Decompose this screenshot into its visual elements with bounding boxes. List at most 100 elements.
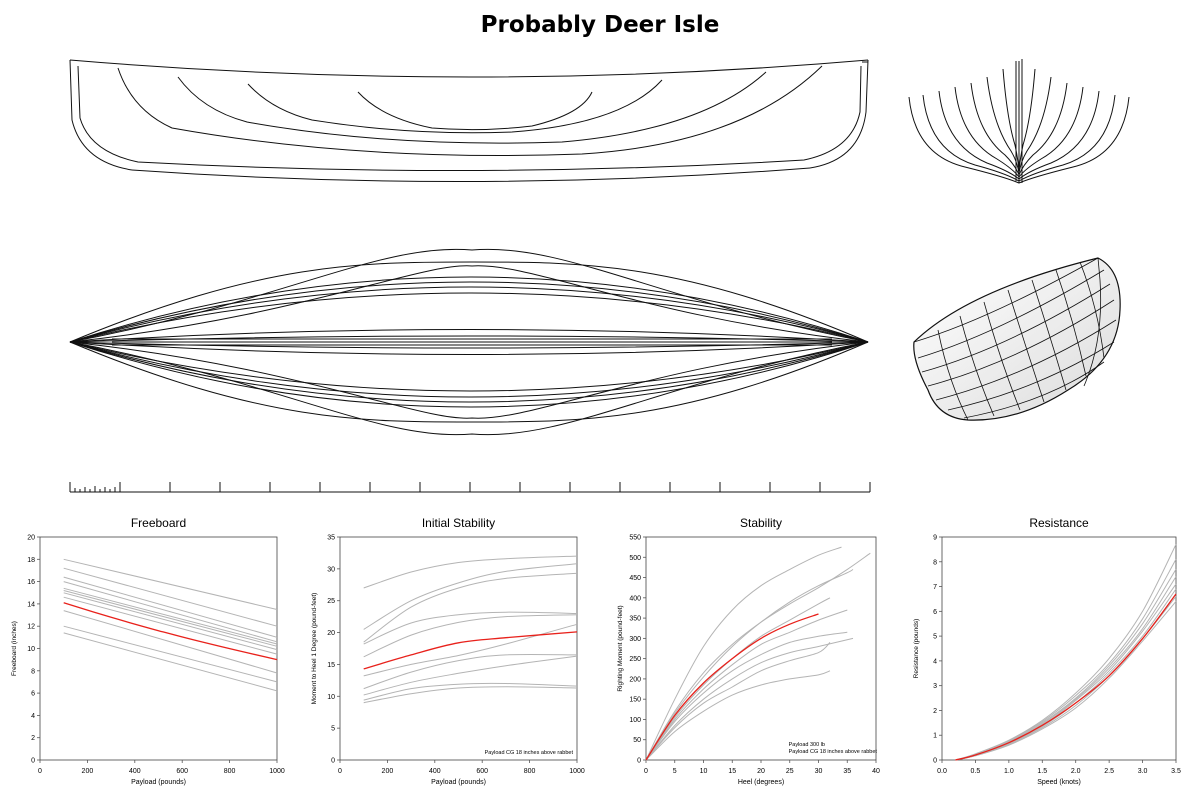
chart-annotation: Payload CG 18 inches above rabbet — [789, 749, 878, 755]
highlight-series-line — [645, 613, 819, 761]
profile-view — [69, 59, 869, 183]
y-tick-label: 4 — [31, 713, 35, 720]
x-axis-label: Speed (knots) — [1037, 779, 1081, 786]
y-tick-label: 30 — [327, 566, 335, 573]
chart-resistance: Resistance 0.0 0.5 1.0 1.5 2.0 2.5 3.0 3.5 0 1 2 3 4 5… — [913, 516, 1181, 786]
x-tick-label: 200 — [382, 768, 394, 775]
x-tick-label: 200 — [82, 768, 94, 775]
x-axis-label: Payload (pounds) — [131, 779, 186, 786]
x-tick-label: 800 — [224, 768, 236, 775]
y-tick-label: 9 — [933, 535, 937, 542]
comparison-series-line — [363, 572, 578, 643]
y-tick-label: 25 — [327, 598, 335, 605]
y-tick-label: 20 — [27, 535, 35, 542]
y-tick-label: 5 — [331, 726, 335, 733]
x-tick-label: 1000 — [569, 768, 585, 775]
comparison-series-line — [63, 576, 278, 638]
comparison-series-line — [645, 597, 831, 761]
chart-initial-stability: Initial Stability 0 200 400 600 800 1000 0 5 10 15… — [311, 516, 585, 786]
y-tick-label: 10 — [27, 646, 35, 653]
y-tick-label: 50 — [633, 737, 641, 744]
comparison-series-line — [363, 611, 578, 645]
x-tick-label: 1000 — [269, 768, 285, 775]
comparison-series-line — [955, 601, 1177, 761]
chart-title: Freeboard — [131, 516, 186, 530]
x-tick-label: 40 — [872, 768, 880, 775]
x-tick-label: 0.5 — [971, 768, 981, 775]
x-tick-label: 30 — [815, 768, 823, 775]
x-tick-label: 0.0 — [937, 768, 947, 775]
x-tick-label: 2.0 — [1071, 768, 1081, 775]
chart-title: Initial Stability — [422, 516, 495, 530]
comparison-series-line — [63, 567, 278, 627]
y-tick-label: 8 — [31, 668, 35, 675]
y-tick-label: 0 — [933, 758, 937, 765]
y-tick-label: 14 — [27, 601, 35, 608]
chart-title: Stability — [740, 516, 782, 530]
x-tick-label: 3.0 — [1138, 768, 1148, 775]
y-axis-label: Freeboard (inches) — [11, 621, 18, 676]
y-axis-label: Righting Moment (pound-feet) — [617, 605, 624, 691]
chart-title: Resistance — [1029, 516, 1089, 530]
comparison-series-line — [63, 632, 278, 692]
scale-bar — [69, 482, 871, 493]
page-title: Probably Deer Isle — [480, 12, 720, 38]
y-tick-label: 100 — [629, 717, 641, 724]
comparison-series-line — [363, 623, 578, 677]
x-tick-label: 600 — [476, 768, 488, 775]
y-tick-label: 2 — [933, 708, 937, 715]
y-tick-label: 300 — [629, 636, 641, 643]
y-tick-label: 1 — [933, 733, 937, 740]
y-tick-label: 3 — [933, 683, 937, 690]
comparison-series-line — [645, 670, 831, 761]
comparison-series-line — [363, 682, 578, 701]
comparison-series-line — [63, 558, 278, 610]
comparison-series-line — [363, 563, 578, 630]
y-tick-label: 6 — [933, 609, 937, 616]
x-tick-label: 600 — [176, 768, 188, 775]
comparison-series-line — [645, 637, 854, 761]
comparison-series-line — [63, 610, 278, 674]
comparison-series-line — [63, 590, 278, 647]
y-tick-label: 35 — [327, 535, 335, 542]
chart-annotation: Payload CG 18 inches above rabbet — [485, 750, 574, 756]
comparison-series-line — [363, 653, 578, 690]
x-axis-label: Heel (degrees) — [738, 779, 784, 786]
x-tick-label: 400 — [429, 768, 441, 775]
y-axis-label: Resistance (pounds) — [913, 619, 920, 679]
y-tick-label: 4 — [933, 658, 937, 665]
x-tick-label: 5 — [673, 768, 677, 775]
y-tick-label: 400 — [629, 595, 641, 602]
chart-freeboard: Freeboard 0 200 400 600 800 1000 0 2 4 6 8 10 12 14 16 1… — [11, 516, 285, 786]
y-tick-label: 7 — [933, 584, 937, 591]
y-tick-label: 150 — [629, 697, 641, 704]
comparison-series-line — [645, 631, 848, 761]
y-tick-label: 10 — [327, 694, 335, 701]
y-tick-label: 550 — [629, 535, 641, 542]
comparison-series-line — [63, 587, 278, 645]
y-axis-label: Moment to Heel 1 Degree (pound-feet) — [311, 593, 318, 705]
highlight-series-line — [63, 602, 278, 661]
x-tick-label: 3.5 — [1171, 768, 1181, 775]
plot-area — [941, 536, 1177, 761]
comparison-series-line — [363, 555, 578, 589]
x-tick-label: 2.5 — [1104, 768, 1114, 775]
comparison-series-line — [63, 592, 278, 651]
comparison-series-line — [645, 568, 854, 761]
y-tick-label: 200 — [629, 676, 641, 683]
y-tick-label: 2 — [31, 735, 35, 742]
y-tick-label: 0 — [331, 758, 335, 765]
y-tick-label: 15 — [327, 662, 335, 669]
comparison-series-line — [955, 544, 1177, 761]
comparison-series-line — [363, 614, 578, 658]
plot-area — [645, 536, 877, 761]
plan-view — [69, 248, 869, 436]
y-tick-label: 350 — [629, 616, 641, 623]
y-tick-label: 5 — [933, 634, 937, 641]
x-tick-label: 0 — [38, 768, 42, 775]
highlight-series-line — [955, 593, 1177, 761]
y-tick-label: 12 — [27, 624, 35, 631]
x-axis-label: Payload (pounds) — [431, 779, 486, 786]
perspective-view — [913, 257, 1121, 421]
